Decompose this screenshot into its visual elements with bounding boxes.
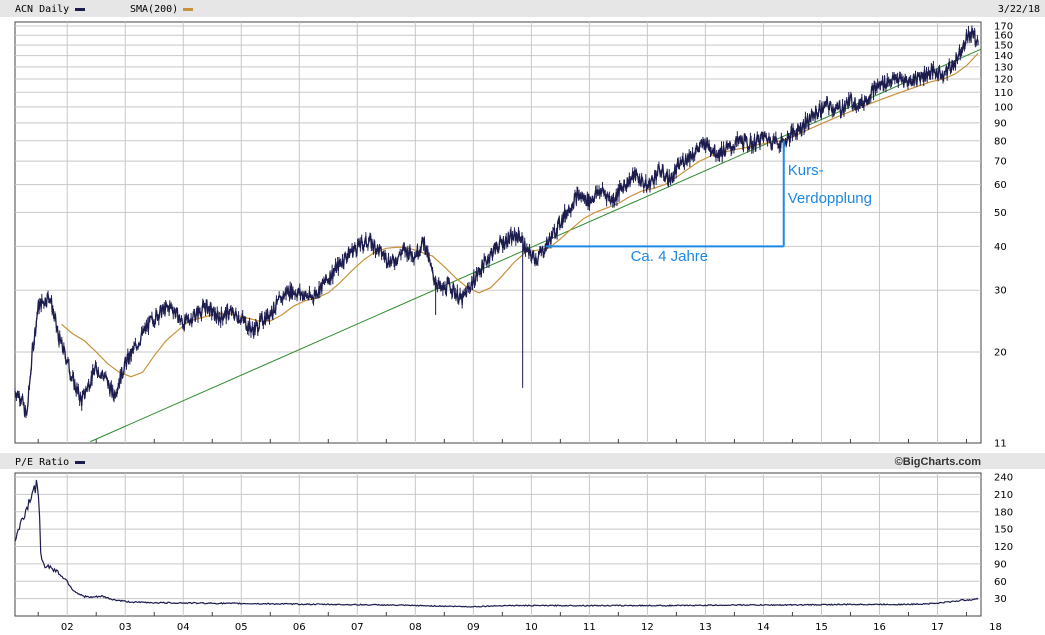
x-tick-label: 03 [119,622,132,633]
x-tick-label: 15 [815,622,828,633]
series-legend-swatch [75,8,85,11]
main-y-tick-label: 20 [994,347,1007,358]
main-series-group [14,25,982,443]
main-y-tick-label: 80 [994,136,1007,147]
x-tick-label: 04 [177,622,190,633]
sma-label: SMA(200) [130,4,178,15]
main-y-tick-label: 70 [994,157,1007,168]
x-tick-label: 12 [641,622,654,633]
main-header-bar [0,0,1045,17]
pe-y-tick-label: 210 [994,490,1013,501]
annotation-label: Kurs- [788,162,824,179]
pe-grid [15,473,981,616]
date-label: 3/22/18 [998,4,1040,15]
main-y-tick-label: 130 [994,62,1013,73]
main-y-tick-label: 150 [994,41,1013,52]
main-y-tick-label: 140 [994,51,1013,62]
pe-line [14,479,979,608]
main-grid [15,22,981,443]
main-y-tick-label: 100 [994,102,1013,113]
pe-label: P/E Ratio [15,457,69,468]
pe-y-tick-label: 90 [994,559,1007,570]
price-line [14,28,979,417]
x-tick-label: 18 [989,622,1002,633]
main-y-tick-label: 50 [994,208,1007,219]
x-tick-label: 02 [61,622,74,633]
main-y-tick-label: 160 [994,31,1013,42]
annotation-label: Ca. 4 Jahre [631,248,709,265]
pe-plot-area [14,472,982,617]
main-y-tick-label: 40 [994,242,1007,253]
x-tick-label: 06 [293,622,306,633]
x-tick-label: 07 [351,622,364,633]
main-y-tick-label: 60 [994,180,1007,191]
x-tick-label: 14 [757,622,770,633]
pe-y-tick-labels: 30 60 90 120 150 180 210 240 [994,473,1013,606]
pe-y-tick-label: 150 [994,525,1013,536]
x-tick-label: 11 [583,622,596,633]
pe-y-tick-label: 60 [994,577,1007,588]
main-y-tick-label: 120 [994,75,1013,86]
main-y-tick-label: 90 [994,118,1007,129]
brand-label: ©BigCharts.com [895,456,982,468]
x-tick-label: 13 [699,622,712,633]
pe-y-tick-label: 30 [994,594,1007,605]
main-plot-area [14,21,982,444]
main-y-tick-labels: 11 20 30 40 50 60 70 80 90 100 110 120 1301401501601… [994,22,1013,450]
annotation-group: Kurs- Verdopplung Ca. 4 Jahre [545,140,872,265]
x-tick-label: 16 [873,622,886,633]
pe-y-tick-label: 180 [994,507,1013,518]
pe-y-tick-label: 120 [994,542,1013,553]
x-tick-label: 10 [525,622,538,633]
sma-legend-swatch [183,8,193,11]
x-tick-label: 05 [235,622,248,633]
pe-series-group [14,479,979,608]
x-tick-label: 08 [409,622,422,633]
main-y-tick-label: 110 [994,88,1013,99]
series-label: ACN Daily [15,4,69,15]
main-y-tick-label: 170 [994,22,1013,33]
x-tick-label: 09 [467,622,480,633]
annotation-label: Verdopplung [788,190,872,207]
x-tick-labels: 02 03 04 05 06 07 08 09 10 11 12 13 14 15 16 17 18 [61,622,1002,633]
pe-legend-swatch [75,461,85,464]
x-tick-label: 17 [931,622,944,633]
main-y-tick-label: 11 [994,439,1007,450]
main-y-tick-label: 30 [994,286,1007,297]
pe-header-bar [0,453,1045,469]
pe-y-tick-label: 240 [994,473,1013,484]
